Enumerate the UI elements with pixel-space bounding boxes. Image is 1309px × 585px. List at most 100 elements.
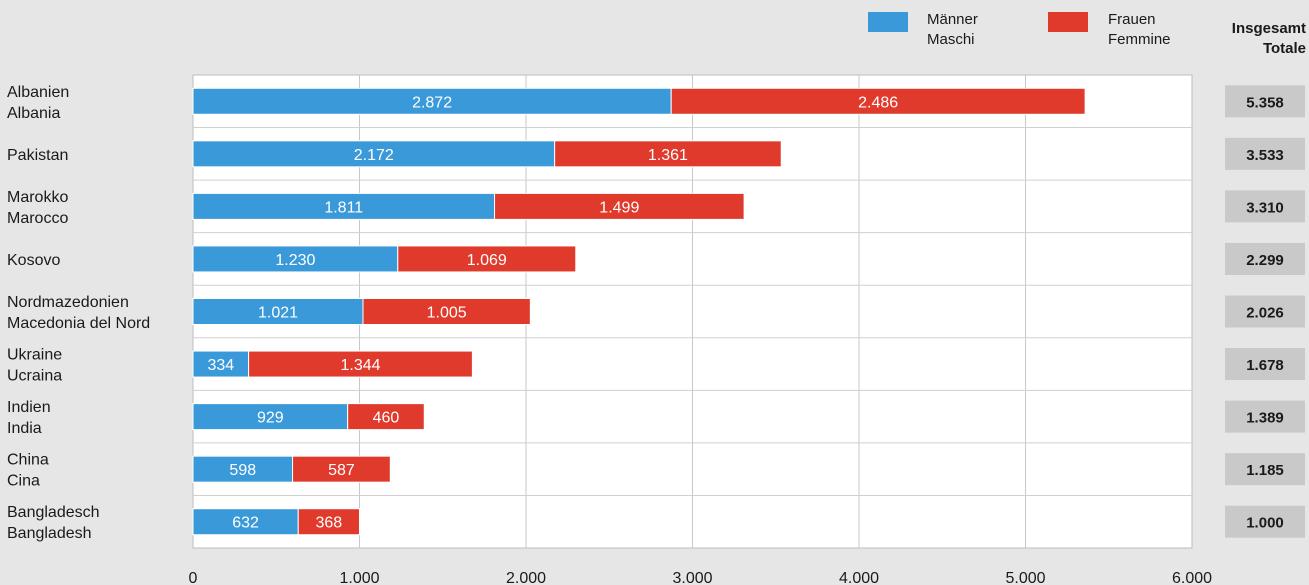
total-box-5 [1225,348,1305,381]
bar-label-femmine-6: 460 [373,410,400,427]
bar-label-femmine-2: 1.499 [599,199,639,216]
legend-swatch-1 [1048,12,1088,32]
category-label-line: Ucraina [7,368,62,385]
bar-maschi-7 [192,455,294,483]
bar-maschi-1 [192,140,556,168]
bar-label-maschi-5: 334 [207,357,234,374]
bar-label-maschi-8: 632 [232,515,259,532]
x-tick-label-2: 2.000 [506,570,546,585]
category-label-0: Albanien Albania [7,84,69,122]
category-label-8: Bangladesch Bangladesh [7,504,100,542]
legend-swatch-0 [868,12,908,32]
category-label-line: India [7,420,42,437]
bar-label-femmine-4: 1.005 [427,305,467,322]
bar-label-maschi-4: 1.021 [258,305,298,322]
category-labels: Albanien Albania Pakistan Marokko Marocco Kos… [7,84,150,542]
category-label-line: Albanien [7,84,69,101]
category-label-line: Marocco [7,210,68,227]
category-label-6: Indien India [7,399,51,437]
total-box-3 [1225,242,1305,275]
legend-label-0: Männer Maschi [927,11,978,48]
total-value-2: 3.310 [1246,199,1284,216]
total-box-8 [1225,505,1305,538]
total-value-8: 1.000 [1246,515,1284,532]
category-label-line: Marokko [7,189,68,206]
legend-label-line: Femmine [1108,31,1171,48]
totals-header: Insgesamt Totale [1232,20,1306,57]
x-tick-label-4: 4.000 [839,570,879,585]
category-label-line: Albania [7,105,60,122]
category-label-line: Bangladesch [7,504,100,521]
bar-label-femmine-0: 2.486 [858,94,898,111]
category-label-4: Nordmazedonien Macedonia del Nord [7,294,150,332]
category-label-3: Kosovo [7,252,60,269]
bar-label-femmine-8: 368 [316,515,343,532]
bar-label-maschi-0: 2.872 [412,94,452,111]
total-box-7 [1225,453,1305,486]
total-box-1 [1225,137,1305,170]
bar-femmine-1 [554,140,782,168]
bar-femmine-0 [670,87,1086,115]
bar-maschi-3 [192,245,399,273]
x-tick-label-3: 3.000 [672,570,712,585]
category-label-line: Pakistan [7,147,68,164]
total-value-6: 1.389 [1246,410,1284,427]
total-value-5: 1.678 [1246,357,1284,374]
total-box-6 [1225,400,1305,433]
x-tick-label-1: 1.000 [339,570,379,585]
category-label-line: Nordmazedonien [7,294,129,311]
x-axis-ticks: 0 1.000 2.000 3.000 4.000 5.000 6.000 [189,570,1213,585]
category-label-line: Cina [7,473,40,490]
bar-maschi-5 [192,350,250,378]
category-label-line: Kosovo [7,252,60,269]
total-value-4: 2.026 [1246,305,1284,322]
bar-label-maschi-3: 1.230 [275,252,315,269]
bar-femmine-8 [297,508,360,536]
category-label-line: Bangladesh [7,525,92,542]
bar-label-femmine-5: 1.344 [340,357,380,374]
total-box-2 [1225,190,1305,223]
x-tick-label-0: 0 [189,570,198,585]
total-box-0 [1225,85,1305,118]
category-label-5: Ukraine Ucraina [7,347,62,385]
legend-label-line: Maschi [927,31,975,48]
category-label-7: China Cina [7,452,49,490]
bar-label-maschi-1: 2.172 [354,147,394,164]
category-label-1: Pakistan [7,147,68,164]
bar-maschi-6 [192,403,349,431]
legend: Männer Maschi Frauen Femmine [868,11,1171,48]
totals-header-line: Totale [1263,40,1306,57]
bar-femmine-6 [347,403,425,431]
bar-maschi-8 [192,508,299,536]
category-label-line: China [7,452,49,469]
category-label-2: Marokko Marocco [7,189,68,227]
bar-femmine-7 [292,455,391,483]
bar-label-maschi-2: 1.811 [324,199,363,216]
bar-femmine-2 [494,192,745,220]
bar-label-maschi-6: 929 [257,410,284,427]
bars: 2.872 2.486 2.172 1.361 1.811 1.499 1.230 1.069… [192,87,1086,536]
totals-column: Insgesamt Totale 5.358 3.533 3.310 2.299 2.026… [1225,20,1306,538]
total-value-3: 2.299 [1246,252,1284,269]
bar-femmine-3 [397,245,577,273]
total-value-7: 1.185 [1246,462,1284,479]
totals-header-line: Insgesamt [1232,20,1306,37]
bar-maschi-0 [192,87,672,115]
bar-label-femmine-7: 587 [328,462,355,479]
legend-label-line: Männer [927,11,978,28]
x-tick-label-5: 5.000 [1005,570,1045,585]
category-label-line: Macedonia del Nord [7,315,150,332]
bar-label-femmine-1: 1.361 [648,147,688,164]
total-value-1: 3.533 [1246,147,1284,164]
total-value-0: 5.358 [1246,94,1284,111]
bar-label-maschi-7: 598 [229,462,256,479]
category-label-line: Ukraine [7,347,62,364]
x-tick-label-6: 6.000 [1172,570,1212,585]
category-label-line: Indien [7,399,51,416]
total-box-4 [1225,295,1305,328]
legend-label-1: Frauen Femmine [1108,11,1171,48]
bar-label-femmine-3: 1.069 [467,252,507,269]
legend-label-line: Frauen [1108,11,1156,28]
bar-femmine-4 [362,298,531,325]
